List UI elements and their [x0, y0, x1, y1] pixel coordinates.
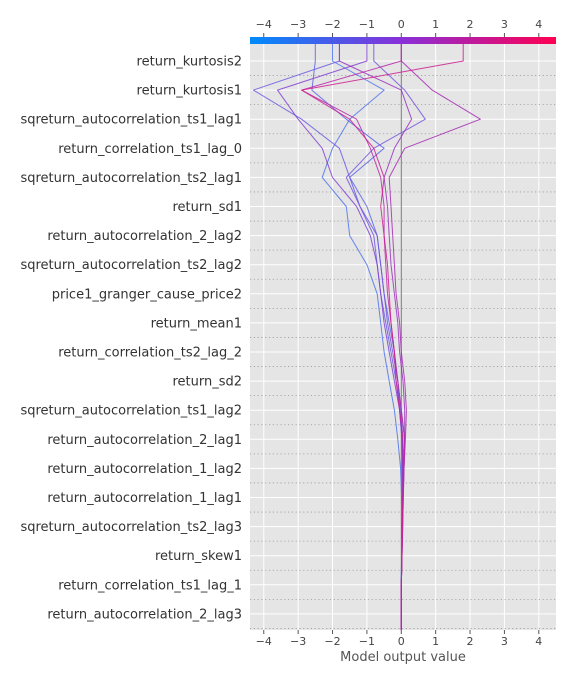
- top-tick-label: 3: [501, 18, 508, 31]
- bottom-tick-label: 0: [398, 635, 405, 648]
- bottom-tick-label: −1: [359, 635, 375, 648]
- feature-label: return_correlation_ts1_lag_1: [58, 578, 242, 593]
- grid: [250, 44, 556, 630]
- top-tick-label: 1: [432, 18, 439, 31]
- bottom-tick-label: 2: [467, 635, 474, 648]
- feature-label: sqreturn_autocorrelation_ts2_lag2: [20, 258, 242, 273]
- feature-label: sqreturn_autocorrelation_ts2_lag1: [20, 171, 242, 186]
- bottom-axis-ticks: −4 −3 −2 −1 0 1 2 3 4: [256, 630, 542, 648]
- feature-label: return_kurtosis1: [137, 84, 242, 99]
- x-axis-title: Model output value: [340, 650, 466, 665]
- bottom-tick-label: 1: [432, 635, 439, 648]
- feature-label: sqreturn_autocorrelation_ts2_lag3: [20, 520, 242, 535]
- feature-label: return_autocorrelation_2_lag3: [47, 607, 242, 622]
- top-tick-label: 4: [535, 18, 542, 31]
- top-tick-label: −2: [324, 18, 340, 31]
- feature-label: return_autocorrelation_2_lag2: [47, 229, 242, 244]
- feature-label: return_skew1: [155, 549, 242, 564]
- feature-label: sqreturn_autocorrelation_ts1_lag1: [20, 113, 242, 128]
- feature-label: sqreturn_autocorrelation_ts1_lag2: [20, 404, 242, 419]
- top-axis-ticks: −4 −3 −2 −1 0 1 2 3 4: [256, 18, 542, 37]
- feature-label: return_sd2: [172, 375, 242, 390]
- top-tick-label: 2: [467, 18, 474, 31]
- feature-label: return_correlation_ts1_lag_0: [58, 142, 242, 157]
- bottom-tick-label: 4: [535, 635, 542, 648]
- feature-labels: return_kurtosis2 return_kurtosis1 sqreturn…: [20, 55, 242, 623]
- bottom-tick-label: −3: [290, 635, 306, 648]
- feature-label: return_kurtosis2: [137, 55, 242, 70]
- feature-label: price1_granger_cause_price2: [52, 287, 242, 302]
- bottom-tick-label: 3: [501, 635, 508, 648]
- feature-label: return_autocorrelation_1_lag1: [47, 491, 242, 506]
- series-lines: [252, 44, 481, 630]
- feature-label: return_autocorrelation_1_lag2: [47, 462, 242, 477]
- top-tick-label: −3: [290, 18, 306, 31]
- top-tick-label: 0: [398, 18, 405, 31]
- bottom-tick-label: −2: [324, 635, 340, 648]
- feature-label: return_mean1: [151, 316, 242, 331]
- feature-label: return_correlation_ts2_lag_2: [58, 346, 242, 361]
- series-line: [301, 44, 464, 630]
- bottom-tick-label: −4: [256, 635, 272, 648]
- top-tick-label: −4: [256, 18, 272, 31]
- feature-label: return_sd1: [172, 200, 242, 215]
- colorbar: [250, 37, 556, 44]
- top-tick-label: −1: [359, 18, 375, 31]
- feature-label: return_autocorrelation_2_lag1: [47, 433, 242, 448]
